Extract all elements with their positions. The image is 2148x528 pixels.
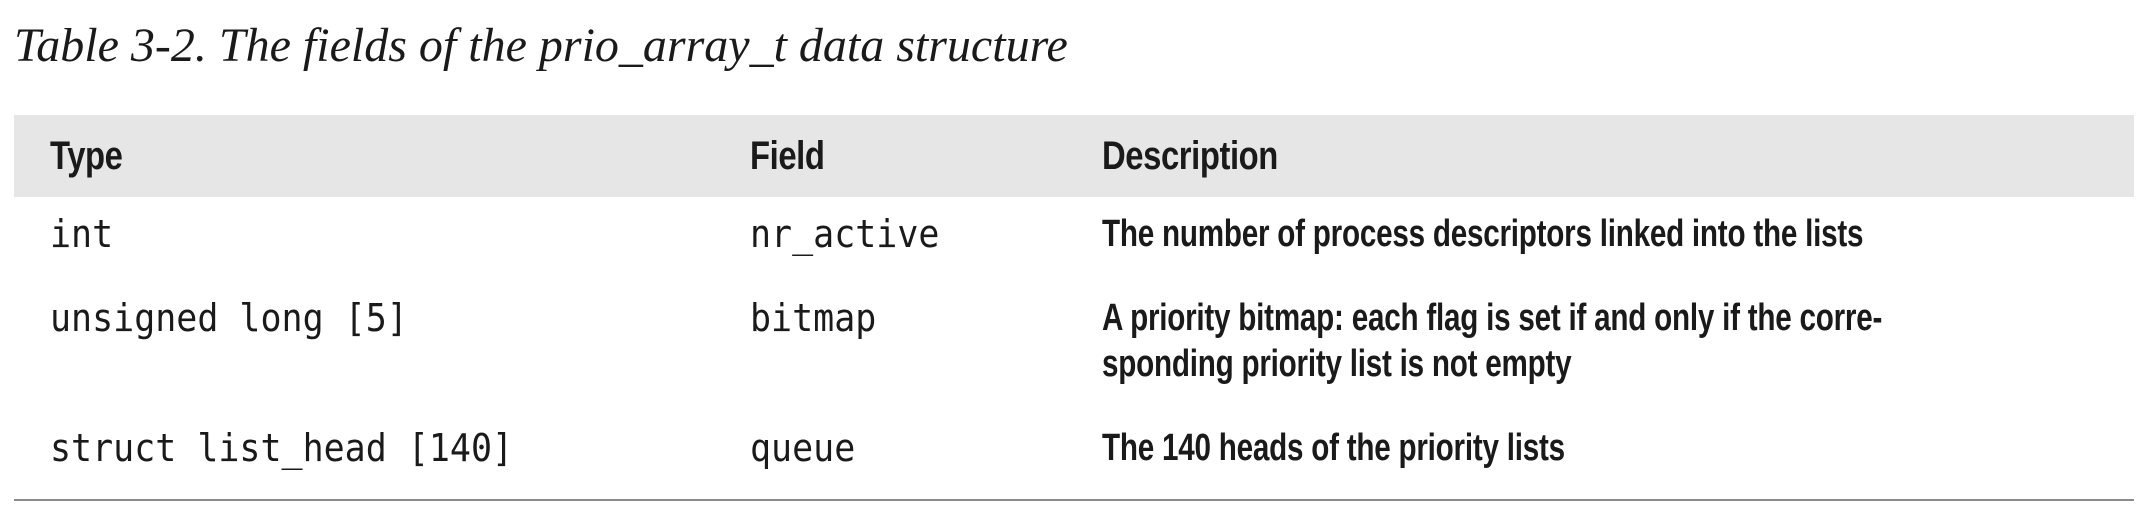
fields-table: Type Field Description int nr_active The… [14,115,2134,501]
table-row: struct list_head [140] queue The 140 hea… [14,411,2134,499]
header-description-label: Description [1102,133,1278,178]
field-value: queue [750,426,856,470]
cell-description: The 140 heads of the priority lists [1066,425,2134,471]
table-row: int nr_active The number of process desc… [14,197,2134,281]
description-line-1: A priority bitmap: each flag is set if a… [1102,297,1883,339]
cell-type: unsigned long [5] [14,295,714,341]
description-value: The 140 heads of the priority lists [1102,427,1565,469]
header-field-label: Field [750,133,825,178]
cell-type: struct list_head [140] [14,425,714,471]
table-header-row: Type Field Description [14,115,2134,197]
cell-description: A priority bitmap: each flag is set if a… [1066,295,2134,387]
type-value: unsigned long [5] [50,296,408,340]
header-cell-description: Description [1066,134,2134,179]
table-caption: Table 3-2. The fields of the prio_array_… [14,19,1068,72]
type-value: struct list_head [140] [50,426,514,470]
table-row: unsigned long [5] bitmap A priority bitm… [14,281,2134,411]
description-line-2: sponding priority list is not empty [1102,343,1572,385]
cell-field: queue [714,425,1066,471]
cell-field: bitmap [714,295,1066,341]
cell-field: nr_active [714,211,1066,257]
cell-type: int [14,211,714,257]
field-value: bitmap [750,296,877,340]
header-cell-field: Field [714,134,1066,179]
description-value: The number of process descriptors linked… [1102,213,1864,255]
field-value: nr_active [750,212,940,256]
type-value: int [50,212,114,256]
header-cell-type: Type [14,134,714,179]
header-type-label: Type [50,133,123,178]
cell-description: The number of process descriptors linked… [1066,211,2134,257]
